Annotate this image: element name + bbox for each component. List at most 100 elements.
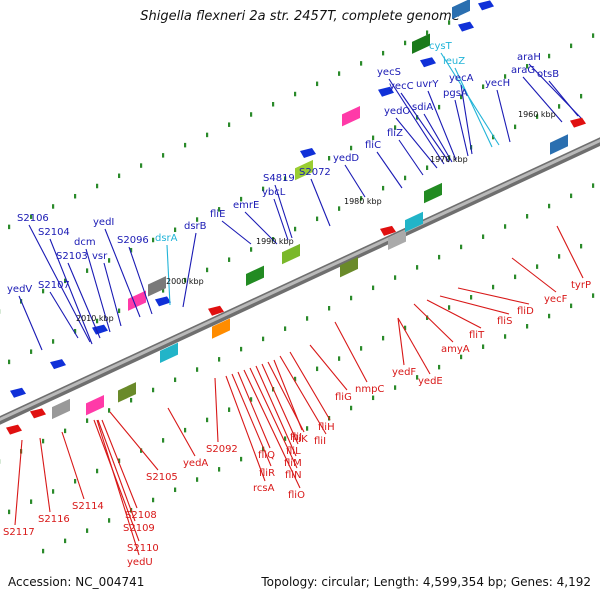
gene-label-forward[interactable]: dsrB — [184, 221, 207, 232]
gene-label-reverse[interactable]: fliI — [314, 436, 326, 447]
gene-label-forward[interactable]: yedO — [384, 106, 410, 117]
gene-label-reverse[interactable]: fliS — [497, 316, 512, 327]
gene-label-reverse[interactable]: fliG — [335, 392, 352, 403]
gene-label-forward[interactable]: S2107 — [38, 280, 70, 291]
gene-label-forward[interactable]: leuZ — [443, 56, 465, 67]
label-leader — [454, 99, 469, 157]
gene-label-forward[interactable]: sdiA — [412, 102, 433, 113]
gene-label-forward[interactable]: yecA — [449, 73, 474, 84]
tick-mark — [548, 313, 551, 319]
gene-label-forward[interactable]: emrE — [233, 200, 259, 211]
gene-label-reverse[interactable]: S2110 — [127, 543, 159, 554]
tick-mark — [52, 489, 55, 494]
label-leader — [255, 365, 297, 457]
gene-block — [550, 134, 568, 155]
gene-label-forward[interactable]: fliE — [210, 209, 225, 220]
tick-mark — [448, 305, 451, 310]
tick-mark — [42, 288, 45, 294]
gene-label-reverse[interactable]: S2116 — [38, 514, 70, 525]
tick-mark — [548, 203, 551, 209]
tick-mark — [438, 364, 441, 370]
kbp-marker: 2000 kbp — [166, 277, 204, 286]
label-leader — [522, 76, 563, 123]
tick-mark — [74, 478, 77, 484]
gene-label-reverse[interactable]: yedE — [418, 376, 443, 387]
gene-label-forward[interactable]: vsr — [92, 251, 108, 262]
tick-mark — [504, 74, 507, 79]
gene-label-forward[interactable]: dcm — [74, 237, 96, 248]
tick-mark — [338, 206, 341, 211]
tick-mark — [64, 538, 67, 544]
gene-label-forward[interactable]: fliC — [365, 140, 381, 151]
gene-label-reverse[interactable]: yecF — [544, 294, 568, 305]
gene-label-reverse[interactable]: S2117 — [3, 527, 35, 538]
tick-mark — [316, 216, 319, 222]
gene-label-forward[interactable]: cysT — [429, 41, 453, 52]
gene-label-reverse[interactable]: fliO — [288, 490, 305, 501]
gene-label-reverse[interactable]: tyrP — [571, 280, 591, 291]
gene-label-reverse[interactable]: yedU — [127, 557, 153, 568]
gene-label-forward[interactable]: S4819 — [263, 173, 295, 184]
label-leader — [244, 211, 278, 245]
gene-label-forward[interactable]: yedD — [333, 153, 359, 164]
label-leader — [395, 117, 438, 169]
gene-label-reverse[interactable]: S2092 — [206, 444, 238, 455]
gene-label-forward[interactable]: yedV — [7, 284, 32, 295]
gene-label-reverse[interactable]: fliQ — [258, 450, 275, 461]
gene-label-forward[interactable]: uvrY — [416, 79, 439, 90]
tick-mark — [152, 387, 155, 393]
gene-label-forward[interactable]: S2103 — [56, 251, 88, 262]
tick-mark — [350, 145, 353, 151]
tick-mark — [162, 153, 165, 158]
gene-label-forward[interactable]: yecC — [389, 81, 414, 92]
tick-mark — [64, 278, 67, 284]
gene-arrow — [208, 305, 224, 316]
gene-label-forward[interactable]: yecH — [485, 78, 510, 89]
gene-label-forward[interactable]: araG — [511, 65, 535, 76]
accession-label: Accession: NC_004741 — [8, 575, 145, 589]
label-leader — [454, 67, 493, 148]
gene-label-reverse[interactable]: fliJ — [290, 432, 302, 443]
label-leader — [61, 431, 85, 500]
gene-label-forward[interactable]: yedI — [93, 217, 114, 228]
tick-mark — [184, 277, 187, 283]
gene-label-reverse[interactable]: S2109 — [123, 523, 155, 534]
gene-label-forward[interactable]: dsrA — [155, 233, 178, 244]
gene-label-reverse[interactable]: fliK — [292, 434, 308, 445]
gene-label-forward[interactable]: S2096 — [117, 235, 149, 246]
gene-label-reverse[interactable]: S2108 — [125, 510, 157, 521]
gene-label-forward[interactable]: ybcL — [262, 187, 286, 198]
gene-label-reverse[interactable]: nmpC — [355, 384, 384, 395]
gene-label-reverse[interactable]: yedA — [183, 458, 208, 469]
gene-label-forward[interactable]: S2104 — [38, 227, 70, 238]
gene-label-reverse[interactable]: amyA — [441, 344, 470, 355]
gene-label-reverse[interactable]: fliN — [285, 470, 302, 481]
tick-mark — [394, 125, 397, 130]
tick-mark — [372, 135, 375, 141]
gene-label-reverse[interactable]: fliM — [284, 458, 302, 469]
tick-mark — [162, 438, 165, 443]
gene-label-forward[interactable]: fliZ — [387, 128, 403, 139]
kbp-marker: 1980 kbp — [344, 197, 382, 206]
gene-label-forward[interactable]: pgsA — [443, 88, 468, 99]
gene-label-reverse[interactable]: fliL — [286, 446, 301, 457]
gene-label-reverse[interactable]: S2105 — [146, 472, 178, 483]
tick-mark — [492, 134, 495, 140]
gene-label-reverse[interactable]: fliD — [517, 306, 534, 317]
gene-label-reverse[interactable]: yedF — [392, 367, 416, 378]
gene-label-forward[interactable]: S2106 — [17, 213, 49, 224]
gene-label-reverse[interactable]: rcsA — [253, 483, 275, 494]
gene-label-reverse[interactable]: fliT — [469, 330, 485, 341]
gene-label-forward[interactable]: araH — [517, 52, 541, 63]
label-leader — [39, 437, 51, 513]
gene-label-reverse[interactable]: fliH — [318, 422, 335, 433]
gene-label-forward[interactable]: otsB — [537, 69, 559, 80]
gene-label-reverse[interactable]: S2114 — [72, 501, 104, 512]
gene-label-forward[interactable]: yecS — [377, 67, 401, 78]
gene-label-reverse[interactable]: fliR — [259, 468, 275, 479]
tick-mark — [96, 183, 99, 189]
tick-mark — [250, 112, 253, 117]
label-leader — [243, 369, 301, 489]
gene-block — [148, 276, 166, 297]
gene-label-forward[interactable]: S2072 — [299, 167, 331, 178]
